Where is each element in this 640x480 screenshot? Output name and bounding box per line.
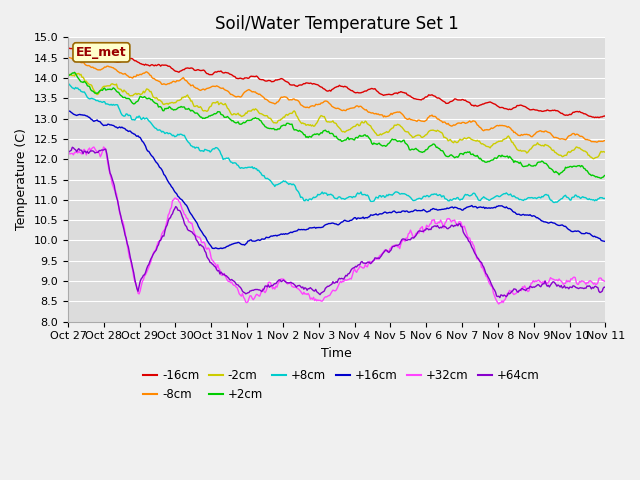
-16cm <box>602 113 609 119</box>
+8cm <box>64 81 72 87</box>
+16cm <box>385 210 393 216</box>
+8cm <box>602 196 609 202</box>
-16cm <box>589 114 597 120</box>
+2cm <box>602 172 609 178</box>
+8cm <box>355 191 363 197</box>
+16cm <box>321 223 328 228</box>
Line: -16cm: -16cm <box>68 48 605 118</box>
+16cm <box>356 216 364 221</box>
+32cm <box>64 150 72 156</box>
+32cm <box>100 144 108 150</box>
Line: +32cm: +32cm <box>68 147 605 304</box>
+32cm <box>385 249 393 254</box>
+16cm <box>602 239 609 244</box>
-2cm <box>324 119 332 125</box>
+8cm <box>384 193 392 199</box>
+64cm <box>507 290 515 296</box>
-16cm <box>321 86 328 92</box>
+64cm <box>602 285 609 290</box>
Title: Soil/Water Temperature Set 1: Soil/Water Temperature Set 1 <box>215 15 459 33</box>
+32cm <box>507 288 515 294</box>
+2cm <box>356 132 364 138</box>
-2cm <box>506 135 513 141</box>
-16cm <box>356 90 364 96</box>
-8cm <box>323 98 330 104</box>
+2cm <box>589 173 597 179</box>
X-axis label: Time: Time <box>321 347 352 360</box>
+32cm <box>356 263 364 269</box>
+16cm <box>64 108 72 113</box>
+2cm <box>385 141 393 146</box>
-16cm <box>324 88 332 94</box>
+8cm <box>319 191 327 197</box>
Legend: -16cm, -8cm, -2cm, +2cm, +8cm, +16cm, +32cm, +64cm: -16cm, -8cm, -2cm, +2cm, +8cm, +16cm, +3… <box>138 365 544 406</box>
Text: EE_met: EE_met <box>76 46 127 59</box>
-8cm <box>589 139 596 144</box>
-16cm <box>65 46 73 51</box>
-2cm <box>591 156 598 161</box>
+64cm <box>321 288 328 294</box>
-2cm <box>321 114 328 120</box>
-8cm <box>64 55 72 60</box>
+64cm <box>68 144 76 150</box>
-8cm <box>319 99 327 105</box>
+2cm <box>324 129 332 135</box>
Line: +64cm: +64cm <box>68 147 605 298</box>
Line: +16cm: +16cm <box>68 110 605 249</box>
-16cm <box>385 91 393 97</box>
-8cm <box>593 139 600 145</box>
-16cm <box>506 106 513 112</box>
+64cm <box>64 149 72 155</box>
-8cm <box>384 113 392 119</box>
+8cm <box>589 197 597 203</box>
+16cm <box>324 221 332 227</box>
+8cm <box>550 200 557 205</box>
Line: +2cm: +2cm <box>68 72 605 178</box>
+16cm <box>215 246 223 252</box>
+64cm <box>591 284 598 289</box>
-2cm <box>385 129 393 135</box>
+32cm <box>591 280 598 286</box>
+16cm <box>506 205 513 211</box>
+32cm <box>324 293 332 299</box>
+32cm <box>495 301 502 307</box>
Y-axis label: Temperature (C): Temperature (C) <box>15 129 28 230</box>
+8cm <box>504 192 512 198</box>
+2cm <box>321 128 328 133</box>
+2cm <box>597 175 605 181</box>
+2cm <box>70 70 78 75</box>
-2cm <box>589 156 597 162</box>
+64cm <box>356 262 364 267</box>
+2cm <box>64 72 72 78</box>
+64cm <box>324 283 332 289</box>
+64cm <box>385 250 393 255</box>
+32cm <box>602 278 609 284</box>
-2cm <box>64 71 72 76</box>
+8cm <box>323 191 330 196</box>
+64cm <box>496 295 504 300</box>
Line: -2cm: -2cm <box>68 73 605 159</box>
-16cm <box>595 115 603 120</box>
+2cm <box>506 154 513 159</box>
+32cm <box>321 295 328 300</box>
Line: -8cm: -8cm <box>68 58 605 142</box>
-2cm <box>356 122 364 128</box>
Line: +8cm: +8cm <box>68 84 605 203</box>
-2cm <box>72 70 79 76</box>
-2cm <box>602 149 609 155</box>
+16cm <box>589 234 597 240</box>
-8cm <box>355 104 363 110</box>
-8cm <box>504 124 512 130</box>
-16cm <box>64 46 72 51</box>
-8cm <box>602 138 609 144</box>
